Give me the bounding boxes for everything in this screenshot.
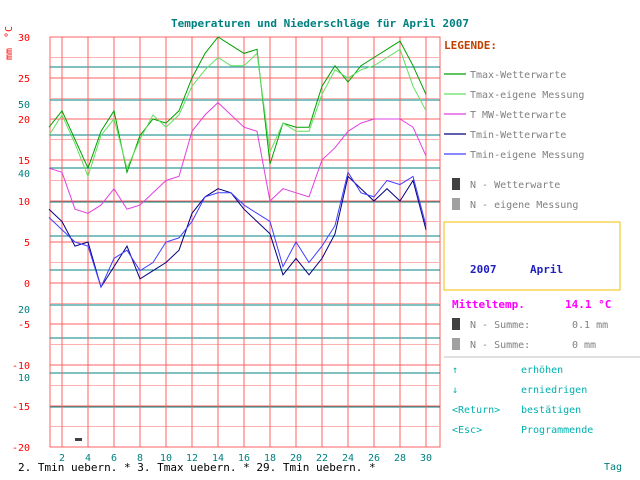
y-tick-label: 0 <box>24 279 30 290</box>
x-tick-label: 12 <box>186 453 198 464</box>
precip-unit-label: mm <box>4 48 15 60</box>
month-label[interactable]: April <box>530 263 563 276</box>
help-action[interactable]: Programmende <box>521 425 593 436</box>
x-tick-label: 14 <box>212 453 224 464</box>
n-summe-ww-value: 0.1 mm <box>572 320 608 331</box>
precip-tick-label: 50 <box>18 100 30 111</box>
legend-label-3: T MW-Wetterwarte <box>470 110 566 121</box>
x-tick-label: 2 <box>59 453 65 464</box>
y-tick-label: 30 <box>18 33 30 44</box>
y-tick-label: -5 <box>18 320 30 331</box>
legend-precip-swatch-2 <box>452 198 460 210</box>
y-tick-label: 25 <box>18 74 30 85</box>
x-tick-label: 6 <box>111 453 117 464</box>
series-lines <box>48 36 427 289</box>
x-tick-label: 20 <box>290 453 302 464</box>
year-label[interactable]: 2007 <box>470 263 497 276</box>
x-tick-label: 22 <box>316 453 328 464</box>
series-line-5 <box>48 171 427 289</box>
n-summe-ww-label: N - Summe: <box>470 320 530 331</box>
n-summe-eig-label: N - Summe: <box>470 340 530 351</box>
y-tick-label: -20 <box>12 443 30 454</box>
x-tick-label: 18 <box>264 453 276 464</box>
date-box <box>443 221 621 291</box>
precip-eig-swatch <box>452 338 460 350</box>
y-tick-label: -10 <box>12 361 30 372</box>
series-line-3 <box>48 101 427 214</box>
legend-title: LEGENDE: <box>444 39 497 52</box>
help-key[interactable]: ↑ <box>452 365 458 376</box>
legend-label-1: Tmax-Wetterwarte <box>470 70 566 81</box>
precip-bar-day3 <box>75 438 82 441</box>
help-action[interactable]: erhöhen <box>521 365 563 376</box>
legend-entries: Tmax-Wetterwarte Tmax-eigene Messung T MW-… <box>444 70 584 211</box>
help-action[interactable]: erniedrigen <box>521 385 587 396</box>
precip-tick-label: 10 <box>18 373 30 384</box>
x-tick-label: 16 <box>238 453 250 464</box>
y-tick-label: 10 <box>18 197 30 208</box>
chart-grid <box>49 36 441 448</box>
mitteltemp-label: Mitteltemp. <box>452 298 525 311</box>
status-footer: 2. Tmin uebern. * 3. Tmax uebern. * 29. … <box>18 461 376 474</box>
x-axis-unit: Tag <box>604 462 622 473</box>
y-tick-label: -15 <box>12 402 30 413</box>
legend-precip-label-2: N - eigene Messung <box>470 200 578 211</box>
help-key[interactable]: ↓ <box>452 385 458 396</box>
help-key[interactable]: <Esc> <box>452 425 482 436</box>
n-summe-eig-value: 0 mm <box>572 340 596 351</box>
x-tick-label: 10 <box>160 453 172 464</box>
y-tick-label: 15 <box>18 156 30 167</box>
legend-label-2: Tmax-eigene Messung <box>470 90 584 101</box>
chart-title: Temperaturen und Niederschläge für April… <box>171 17 469 30</box>
y-tick-label: 5 <box>24 238 30 249</box>
y-tick-label: 20 <box>18 115 30 126</box>
legend-label-4: Tmin-Wetterwarte <box>470 130 566 141</box>
x-tick-label: 4 <box>85 453 91 464</box>
help-action[interactable]: bestätigen <box>521 405 581 416</box>
series-line-1 <box>48 36 427 175</box>
legend-precip-swatch-1 <box>452 178 460 190</box>
series-line-4 <box>48 175 427 289</box>
legend-label-5: Tmin-eigene Messung <box>470 150 584 161</box>
x-tick-label: 8 <box>137 453 143 464</box>
series-line-2 <box>48 48 427 178</box>
help-entries: ↑ erhöhen ↓ erniedrigen <Return> bestätigen <E… <box>452 365 593 436</box>
x-tick-label: 30 <box>420 453 432 464</box>
x-axis-ticks: 2 4 6 8 10 12 14 16 18 20 22 24 26 28 30 <box>59 453 432 464</box>
precip-tick-label: 40 <box>18 169 30 180</box>
x-tick-label: 28 <box>394 453 406 464</box>
precip-tick-label: 20 <box>18 305 30 316</box>
mitteltemp-value: 14.1 °C <box>565 298 611 311</box>
x-tick-label: 26 <box>368 453 380 464</box>
precip-ww-swatch <box>452 318 460 330</box>
x-tick-label: 24 <box>342 453 354 464</box>
legend-precip-label-1: N - Wetterwarte <box>470 180 560 191</box>
temp-unit-label: °C <box>4 26 15 38</box>
help-key[interactable]: <Return> <box>452 405 500 416</box>
